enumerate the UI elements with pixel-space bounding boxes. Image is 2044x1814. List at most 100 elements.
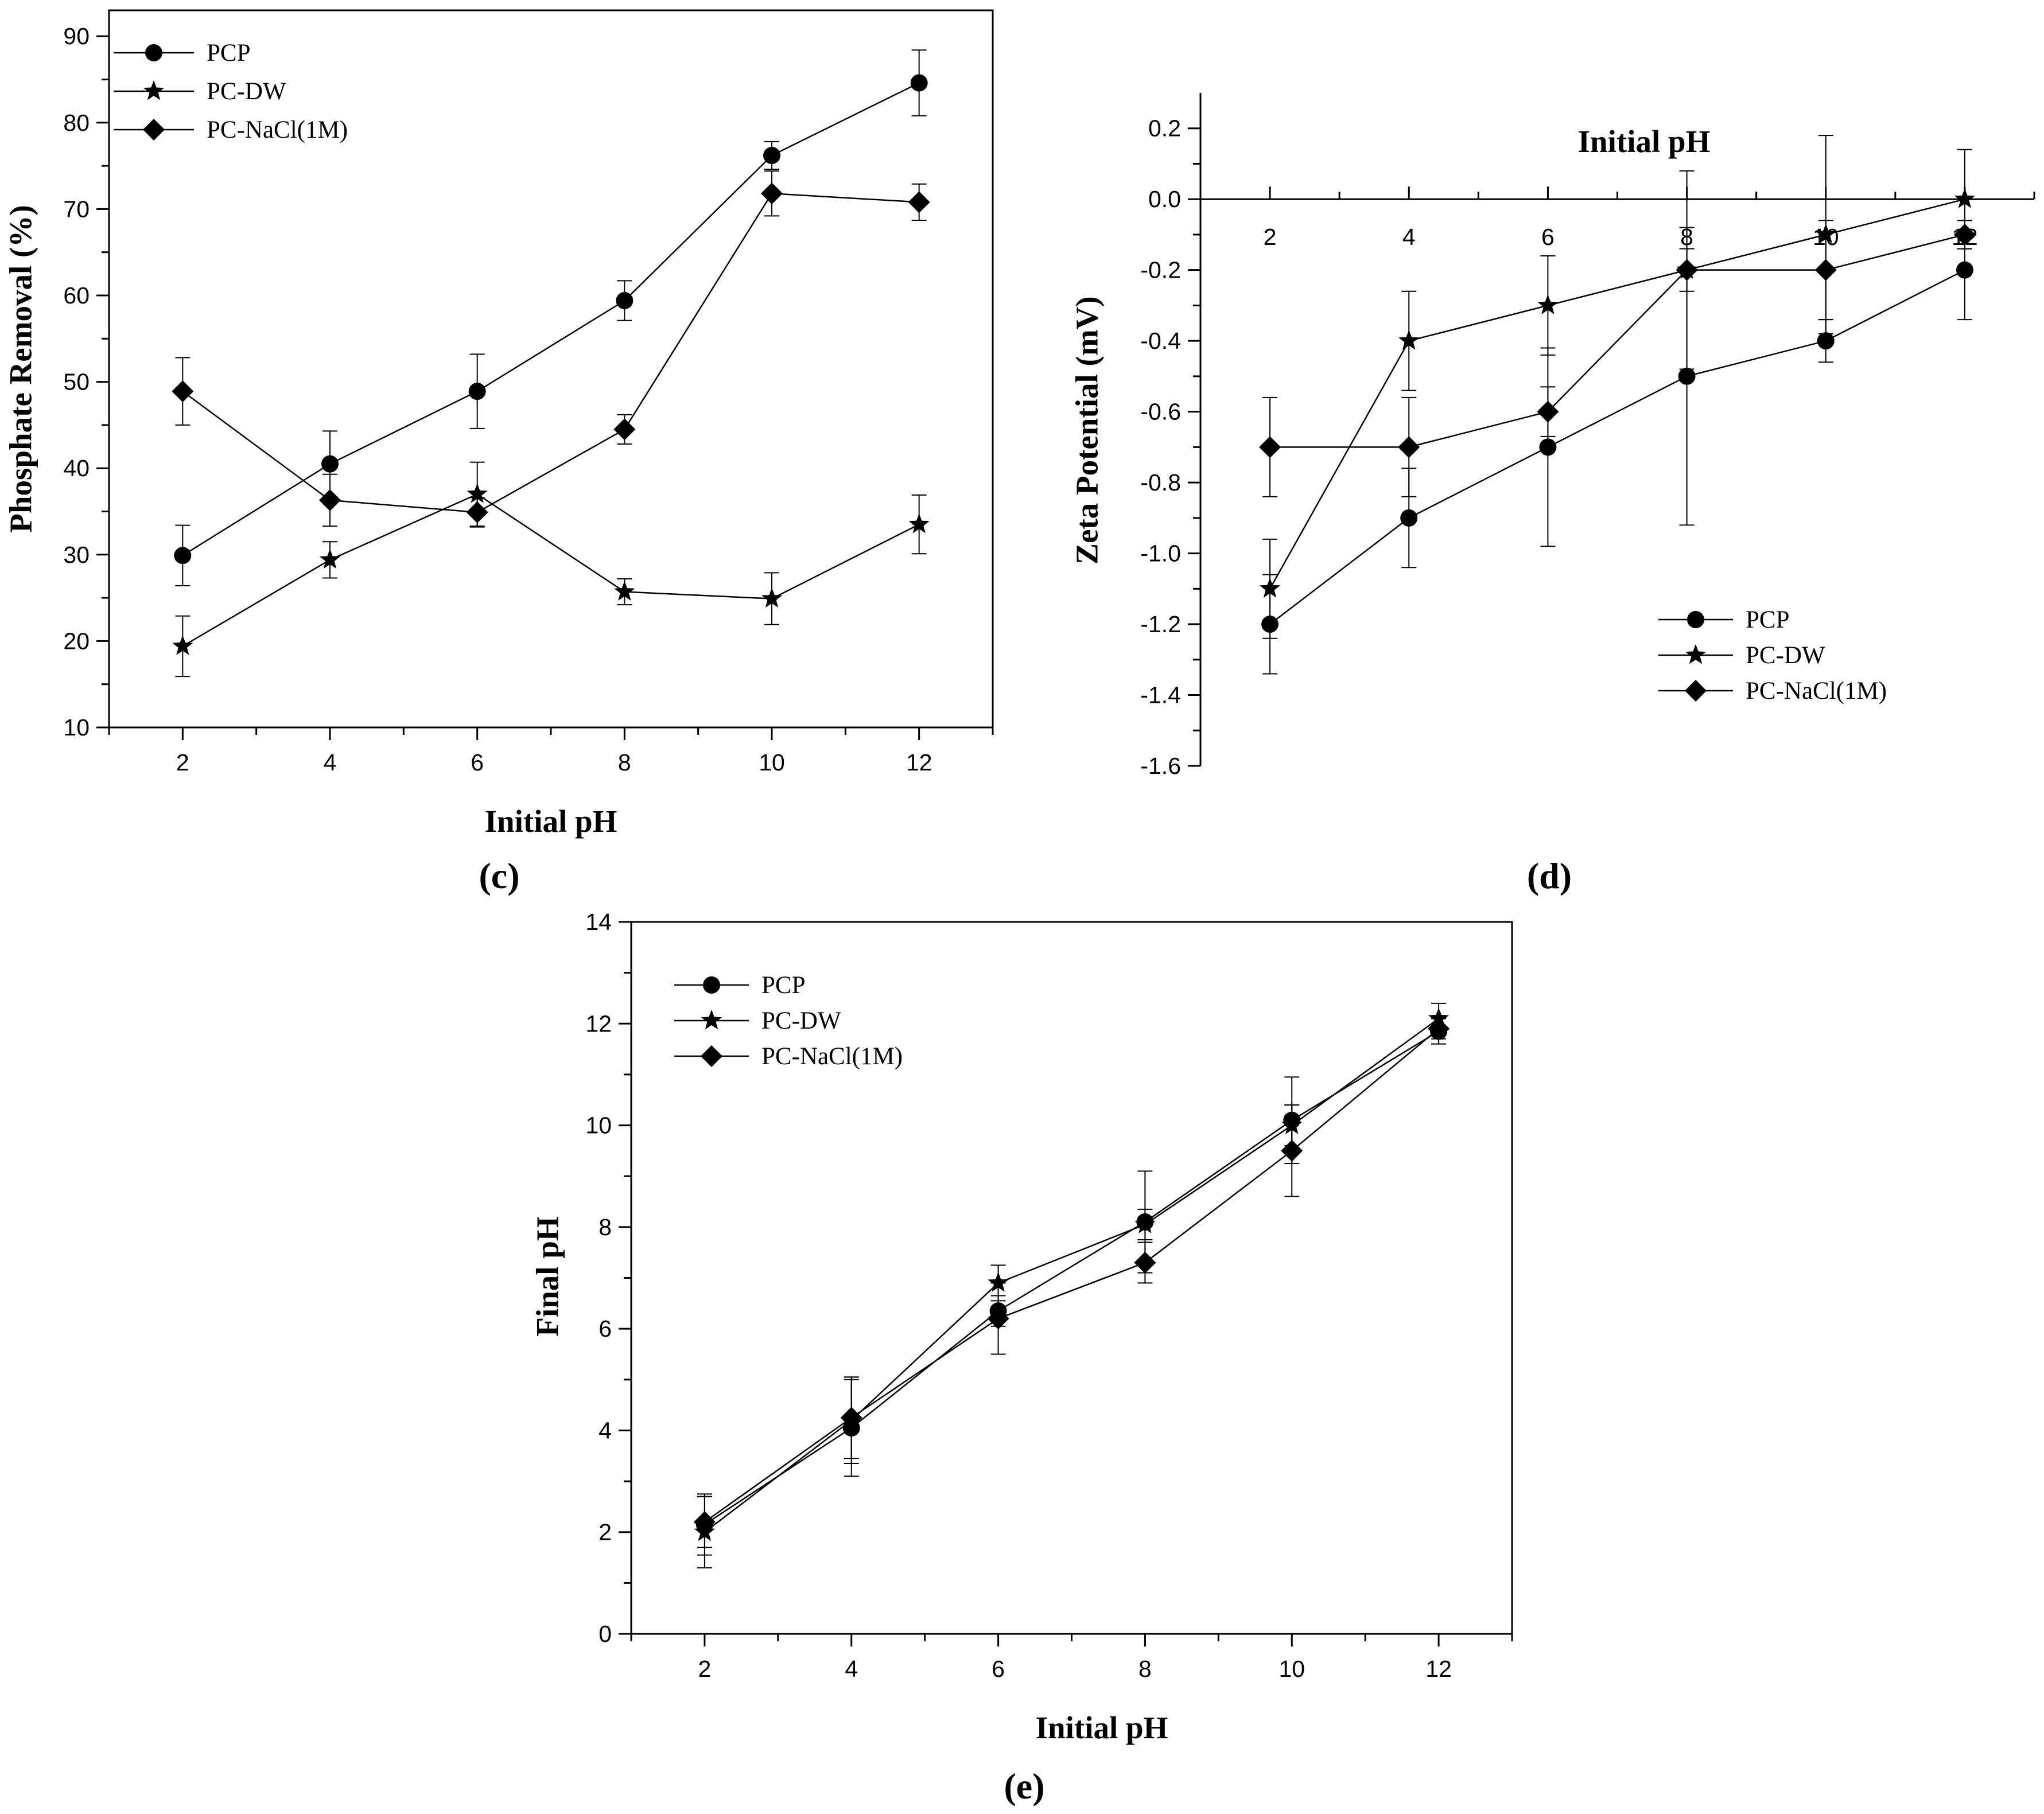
data-point bbox=[763, 147, 780, 165]
data-point bbox=[910, 74, 928, 92]
data-point bbox=[1953, 223, 1976, 246]
series-line bbox=[1269, 269, 1965, 625]
data-point bbox=[172, 380, 194, 403]
data-point bbox=[1259, 436, 1281, 458]
y-axis-title: Phosphate Removal (%) bbox=[3, 205, 38, 532]
x-tick-label: 12 bbox=[906, 749, 932, 776]
series-line bbox=[704, 1030, 1439, 1525]
legend-label: PCP bbox=[207, 40, 251, 67]
y-tick-label: 0 bbox=[599, 1621, 612, 1647]
y-tick-label: 70 bbox=[63, 196, 90, 222]
data-point bbox=[616, 292, 634, 310]
data-point bbox=[987, 1307, 1009, 1330]
data-point bbox=[319, 489, 341, 511]
legend-marker bbox=[145, 44, 162, 61]
y-tick-label: 0.2 bbox=[1148, 115, 1181, 142]
data-point bbox=[1676, 259, 1698, 281]
data-point bbox=[1400, 509, 1418, 527]
series-PC-DW bbox=[1260, 135, 1975, 639]
x-tick-label: 8 bbox=[1138, 1656, 1152, 1682]
legend-label: PCP bbox=[761, 972, 806, 999]
data-point bbox=[1281, 1139, 1303, 1162]
data-point bbox=[908, 513, 930, 534]
x-axis-title: Initial pH bbox=[485, 804, 617, 839]
x-tick-label: 4 bbox=[324, 749, 337, 776]
legend-label: PC-DW bbox=[207, 78, 286, 105]
data-point bbox=[1398, 330, 1420, 350]
data-point bbox=[467, 483, 488, 503]
series-line bbox=[704, 1028, 1439, 1523]
series-line bbox=[704, 1018, 1439, 1533]
legend-label: PC-NaCl(1M) bbox=[1746, 678, 1887, 704]
legend-marker bbox=[143, 119, 165, 141]
y-tick-label: 80 bbox=[63, 110, 90, 136]
data-point bbox=[1134, 1213, 1156, 1233]
legend-label: PCP bbox=[1746, 606, 1790, 633]
y-tick-label: 8 bbox=[599, 1214, 612, 1240]
y-tick-label: 20 bbox=[63, 628, 90, 654]
y-tick-label: 10 bbox=[585, 1112, 612, 1139]
y-tick-label: -0.6 bbox=[1140, 399, 1181, 425]
data-point bbox=[1428, 1018, 1450, 1040]
panel-label-c: (c) bbox=[479, 855, 519, 896]
y-tick-label: 4 bbox=[599, 1417, 612, 1443]
x-tick-label: 2 bbox=[176, 749, 189, 776]
y-tick-label: 30 bbox=[63, 542, 90, 568]
data-point bbox=[1134, 1251, 1156, 1274]
data-point bbox=[613, 418, 636, 441]
data-point bbox=[1956, 261, 1973, 279]
series-PCP bbox=[695, 1018, 1448, 1556]
panel-label-d: (d) bbox=[1527, 855, 1572, 896]
data-point bbox=[1954, 188, 1975, 208]
series-line bbox=[182, 493, 920, 647]
legend-marker bbox=[703, 976, 720, 994]
series-PC-NaCl(1M) bbox=[1259, 220, 1976, 497]
series-PC-NaCl(1M) bbox=[172, 170, 930, 528]
legend: PCP PC-DW PC-NaCl(1M) bbox=[674, 972, 903, 1070]
data-point bbox=[1814, 259, 1837, 281]
panel-d-chart: 246810120.20.0-0.2-0.4-0.6-0.8-1.0-1.2-1… bbox=[1070, 93, 2035, 779]
panel-c-chart: 2 4 6 8 10 12 10 20 30 40 50 60 70 80 90 Initial pH Phos… bbox=[3, 9, 994, 839]
legend-label: PC-NaCl(1M) bbox=[207, 116, 348, 143]
data-point bbox=[761, 182, 783, 205]
y-tick-label: -0.8 bbox=[1140, 469, 1181, 496]
legend-marker bbox=[701, 1045, 722, 1067]
y-tick-label: 90 bbox=[63, 23, 90, 49]
data-point bbox=[1260, 578, 1281, 598]
y-tick-label: 40 bbox=[63, 455, 90, 481]
data-point bbox=[761, 587, 783, 608]
data-point bbox=[468, 383, 486, 400]
data-point bbox=[319, 548, 341, 569]
y-tick-label: -0.4 bbox=[1140, 328, 1181, 354]
panel-label-e: (e) bbox=[1004, 1766, 1044, 1807]
x-tick-label: 12 bbox=[1425, 1656, 1452, 1682]
x-tick-label: 6 bbox=[1541, 224, 1555, 250]
data-point bbox=[1428, 1007, 1450, 1027]
legend-label: PC-NaCl(1M) bbox=[761, 1043, 903, 1070]
y-tick-label: 2 bbox=[599, 1519, 612, 1546]
data-point bbox=[466, 501, 488, 523]
y-axis-title: Final pH bbox=[530, 1216, 565, 1336]
x-axis-title: Initial pH bbox=[1036, 1710, 1168, 1745]
data-point bbox=[1398, 436, 1420, 458]
legend-marker bbox=[1685, 644, 1707, 664]
data-point bbox=[693, 1511, 716, 1533]
series-line bbox=[182, 82, 920, 556]
x-axis-title: Initial pH bbox=[1578, 124, 1711, 159]
x-tick-label: 8 bbox=[618, 749, 631, 776]
y-tick-label: -1.6 bbox=[1140, 753, 1181, 779]
legend: PCP PC-DW PC-NaCl(1M) bbox=[114, 40, 348, 143]
legend-marker bbox=[1685, 680, 1707, 702]
data-point bbox=[172, 635, 193, 655]
legend-marker bbox=[143, 80, 165, 100]
panel-e-chart: 2 4 6 8 10 12 0 2 4 6 8 10 12 14 Initial pH Final pH PCP… bbox=[530, 909, 1513, 1745]
x-tick-label: 6 bbox=[471, 749, 484, 776]
y-tick-label: -0.2 bbox=[1140, 257, 1181, 283]
legend-marker bbox=[1687, 611, 1704, 628]
x-tick-label: 2 bbox=[1264, 224, 1277, 250]
y-tick-label: -1.2 bbox=[1140, 611, 1181, 637]
data-point bbox=[321, 455, 339, 473]
y-tick-label: 10 bbox=[63, 714, 90, 741]
series-line bbox=[1269, 198, 1965, 589]
data-point bbox=[908, 191, 930, 213]
